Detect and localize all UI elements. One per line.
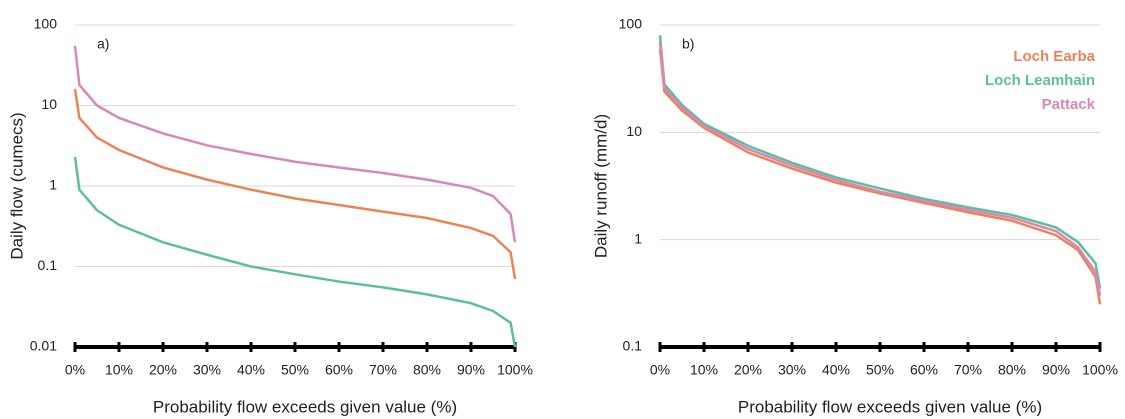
- x-tick-label: 10%: [690, 362, 718, 378]
- x-tick-label: 60%: [325, 362, 353, 378]
- y-tick-label: 1: [49, 177, 57, 193]
- x-tick-label: 50%: [866, 362, 894, 378]
- y-tick-label: 0.1: [623, 338, 643, 354]
- x-tick-label: 40%: [237, 362, 265, 378]
- y-tick-label: 10: [41, 96, 57, 112]
- legend-entry: Loch Earba: [1013, 48, 1095, 65]
- x-tick-label: 80%: [413, 362, 441, 378]
- x-axis-title: Probability flow exceeds given value (%): [153, 397, 457, 416]
- legend-entry: Loch Leamhain: [985, 72, 1095, 89]
- y-tick-label: 100: [619, 16, 643, 32]
- x-tick-label: 70%: [369, 362, 397, 378]
- y-axis-title: Daily runoff (mm/d): [591, 114, 610, 258]
- x-tick-label: 60%: [910, 362, 938, 378]
- panel-label: a): [97, 36, 109, 52]
- x-tick-label: 0%: [65, 362, 85, 378]
- x-tick-label: 30%: [778, 362, 806, 378]
- x-tick-label: 80%: [998, 362, 1026, 378]
- y-axis-title: Daily flow (cumecs): [7, 112, 26, 259]
- x-tick-label: 100%: [497, 362, 533, 378]
- y-tick-label: 0.1: [38, 257, 58, 273]
- x-tick-label: 40%: [822, 362, 850, 378]
- x-tick-label: 10%: [105, 362, 133, 378]
- flow-curve: [658, 41, 1102, 297]
- panel-label: b): [682, 36, 694, 52]
- x-tick-label: 90%: [1042, 362, 1070, 378]
- legend-entry: Pattack: [1042, 96, 1096, 113]
- y-tick-label: 100: [34, 16, 58, 32]
- y-tick-label: 1: [634, 230, 642, 246]
- y-tick-label: 0.01: [30, 338, 57, 354]
- x-axis-title: Probability flow exceeds given value (%): [738, 397, 1042, 416]
- x-tick-label: 0%: [650, 362, 670, 378]
- flow-curve: [73, 45, 517, 243]
- flow-curve: [73, 156, 517, 348]
- y-tick-label: 10: [626, 123, 642, 139]
- flow-curve: [658, 48, 1102, 305]
- flow-curve: [73, 88, 517, 280]
- x-tick-label: 50%: [281, 362, 309, 378]
- x-tick-label: 100%: [1082, 362, 1118, 378]
- x-tick-label: 90%: [457, 362, 485, 378]
- x-tick-label: 20%: [734, 362, 762, 378]
- x-tick-label: 20%: [149, 362, 177, 378]
- x-tick-label: 30%: [193, 362, 221, 378]
- x-tick-label: 70%: [954, 362, 982, 378]
- flow-curve: [658, 35, 1102, 289]
